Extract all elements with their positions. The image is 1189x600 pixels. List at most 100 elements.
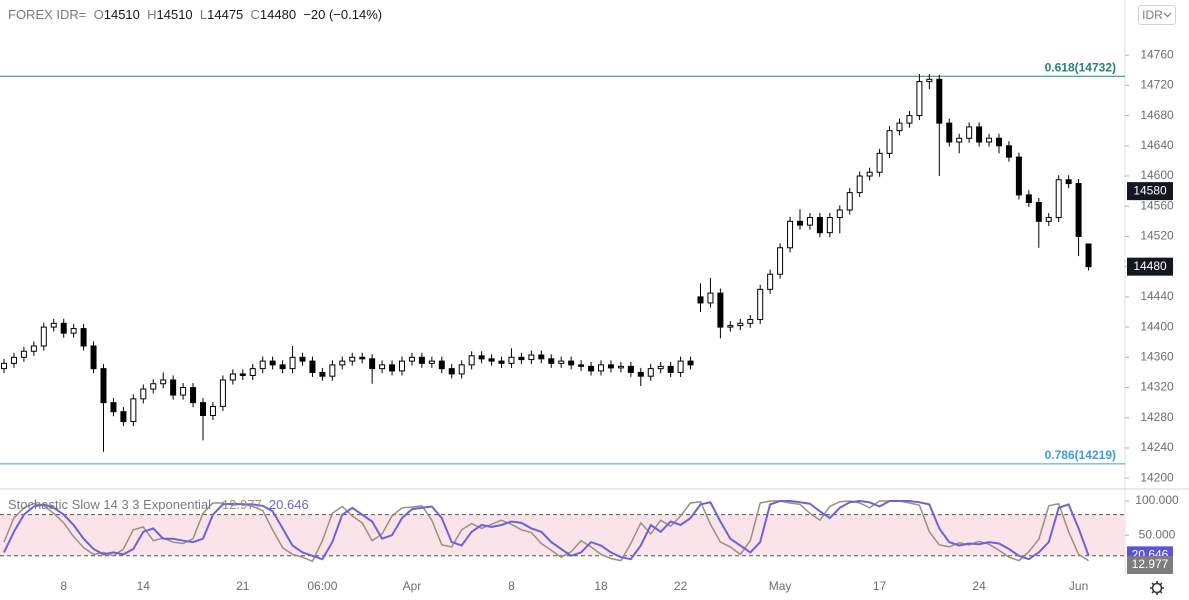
- candle-body: [438, 360, 445, 370]
- x-tick-label: 18: [594, 579, 608, 593]
- candle-body: [538, 354, 545, 360]
- y-tick-label: 14680: [1140, 108, 1174, 122]
- candle-body: [717, 292, 724, 328]
- candle-body: [936, 78, 943, 124]
- candle-body: [607, 364, 614, 369]
- candle-body: [1, 362, 7, 370]
- y-tick-label: 14320: [1140, 380, 1174, 394]
- candle-body: [856, 175, 863, 194]
- settings-icon-tooth: [1159, 582, 1163, 586]
- last-price-tag-bg: [1127, 257, 1173, 276]
- candle-body: [160, 379, 167, 385]
- candle-body: [866, 171, 873, 177]
- candle-body: [826, 217, 833, 234]
- candle-body: [70, 328, 77, 334]
- x-tick-label: 8: [60, 579, 67, 593]
- y-tick-label: 14240: [1140, 440, 1174, 454]
- y-tick-label: 14760: [1140, 47, 1174, 61]
- candle-body: [369, 358, 376, 370]
- candle-body: [329, 364, 336, 377]
- candle-body: [180, 387, 187, 396]
- candle-body: [677, 360, 684, 373]
- y-tick-label: 50.000: [1139, 527, 1176, 541]
- field-label: H: [147, 7, 157, 22]
- candle-body: [598, 364, 604, 372]
- y-tick-label: 14520: [1140, 229, 1174, 243]
- candle-body: [508, 356, 515, 364]
- field-value: 14510: [103, 7, 140, 22]
- price-tag-bg: [1127, 182, 1173, 201]
- field-value: 14510: [156, 7, 193, 22]
- candle-body: [637, 371, 644, 377]
- candle-body: [806, 217, 813, 226]
- candle-body: [349, 356, 356, 362]
- candle-body: [458, 364, 465, 375]
- candle-body: [1055, 179, 1062, 219]
- symbol: FOREX IDR=: [8, 7, 87, 22]
- field-label: L: [199, 7, 208, 22]
- candle-body: [996, 137, 1002, 147]
- candle-body: [966, 126, 973, 139]
- candle-body: [498, 360, 505, 364]
- x-tick-label: 14: [137, 579, 151, 593]
- fib-label: 0.786(14219): [1045, 448, 1116, 462]
- candle-body: [478, 355, 485, 360]
- currency-label: IDR: [1142, 8, 1163, 22]
- y-tick-label: 14280: [1140, 410, 1174, 424]
- candle-body: [657, 365, 664, 370]
- candle-body: [408, 356, 415, 362]
- field-value: 14475: [207, 7, 244, 22]
- candle-body: [289, 356, 296, 370]
- candle-body: [90, 345, 97, 370]
- price-tag: 14580: [1133, 183, 1167, 197]
- settings-icon[interactable]: [1150, 581, 1164, 595]
- candle-body: [200, 402, 206, 416]
- settings-icon-tooth: [1151, 590, 1155, 594]
- y-tick-label: 100.000: [1135, 493, 1179, 507]
- candle-body: [80, 328, 87, 347]
- currency-button[interactable]: IDR: [1138, 5, 1176, 25]
- y-tick-label: 14200: [1140, 470, 1174, 484]
- x-tick-label: 17: [873, 579, 887, 593]
- candle-body: [787, 220, 794, 249]
- candle-body: [687, 360, 694, 366]
- candle-body: [986, 137, 993, 143]
- candle-body: [518, 356, 525, 361]
- candle-body: [20, 350, 27, 358]
- y-tick-label: 14640: [1140, 138, 1174, 152]
- x-tick-label: 8: [508, 579, 515, 593]
- candle-body: [488, 358, 495, 362]
- y-tick-label: 14560: [1140, 198, 1174, 212]
- x-tick-label: 22: [674, 579, 688, 593]
- y-tick-label: 14360: [1140, 349, 1174, 363]
- y-tick-label: 14400: [1140, 319, 1174, 333]
- candle-body: [876, 152, 883, 173]
- candle-body: [886, 130, 893, 154]
- candle-body: [120, 411, 127, 423]
- candle-body: [40, 326, 47, 347]
- candle-body: [299, 356, 306, 362]
- candle-body: [906, 115, 913, 124]
- x-tick-label: Apr: [403, 579, 422, 593]
- settings-icon-ring: [1151, 582, 1163, 594]
- candle-body: [190, 387, 197, 404]
- candle-body: [229, 373, 236, 381]
- candle-body: [926, 78, 933, 83]
- settings-icon-tooth: [1159, 590, 1163, 594]
- value-tag-bg: [1127, 556, 1173, 574]
- candle-body: [846, 192, 853, 211]
- candle-body: [946, 122, 953, 143]
- candle-body: [219, 379, 226, 407]
- candle-body: [707, 292, 714, 304]
- x-tick-label: 24: [972, 579, 986, 593]
- candle-body: [269, 360, 276, 366]
- candle-body: [816, 217, 823, 234]
- candle-body: [797, 220, 803, 226]
- candle-body: [389, 364, 396, 372]
- candle-body: [727, 325, 734, 328]
- candle-body: [60, 322, 67, 334]
- indicator-title: Stochastic Slow 14 3 3 Exponential: [8, 497, 212, 512]
- candle-body: [737, 322, 744, 327]
